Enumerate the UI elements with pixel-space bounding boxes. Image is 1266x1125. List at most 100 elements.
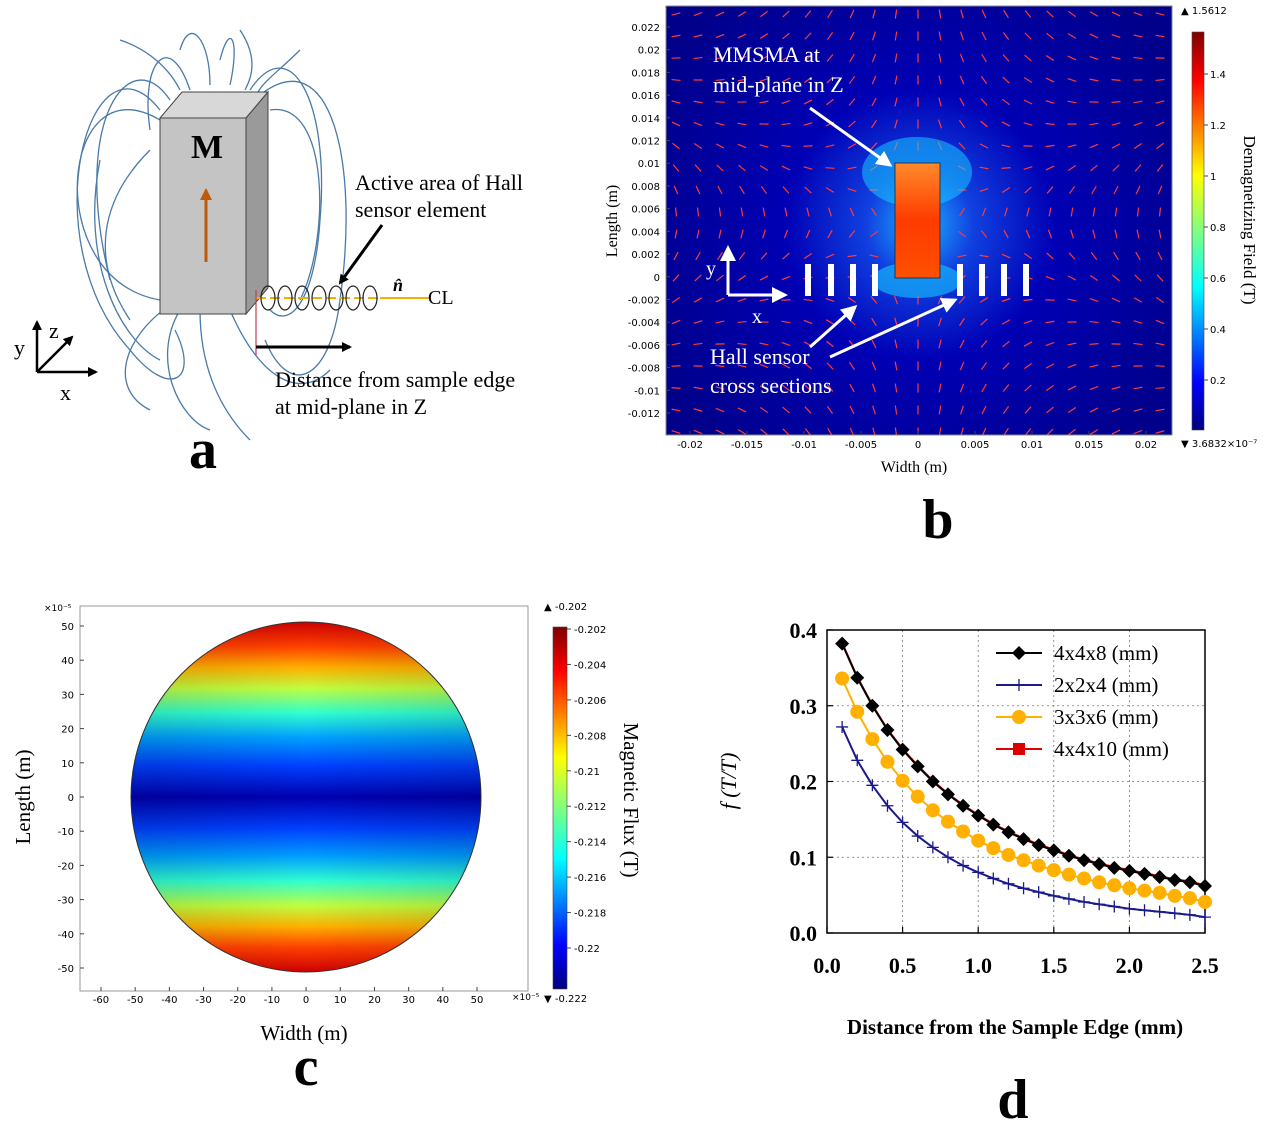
d-y-tick-label: 0.3: [790, 694, 818, 719]
field-arrow: [1089, 33, 1099, 39]
field-arrow: [737, 11, 747, 17]
field-arrow: [759, 275, 769, 281]
field-arrow: [849, 383, 855, 393]
field-arrow: [958, 230, 966, 238]
field-arrow: [871, 361, 877, 371]
field-arrow: [1155, 296, 1165, 304]
data-point: [971, 833, 986, 848]
field-arrow: [1023, 76, 1033, 84]
b-x-tick-label: 0.015: [1075, 440, 1104, 451]
field-arrow: [804, 32, 812, 40]
normal-vector-label: n̂: [393, 275, 403, 295]
field-arrow: [693, 11, 703, 17]
c-x-tick-label: 20: [368, 995, 381, 1006]
field-arrow: [1024, 406, 1032, 414]
field-arrow: [1155, 121, 1165, 127]
field-arrow: [760, 428, 768, 435]
field-arrow: [781, 100, 791, 104]
field-arrow: [715, 11, 725, 17]
field-arrow: [849, 53, 855, 63]
field-arrow: [1089, 407, 1099, 413]
field-arrow: [1111, 33, 1121, 39]
field-arrow: [762, 207, 766, 217]
field-arrow: [938, 361, 942, 371]
field-arrow: [1089, 122, 1099, 126]
field-arrow: [849, 361, 855, 371]
field-arrow: [1111, 143, 1121, 149]
field-arrow: [693, 297, 703, 303]
field-arrow: [1070, 207, 1074, 217]
field-arrow: [1067, 363, 1077, 369]
data-point: [1061, 867, 1076, 882]
field-arrow: [1089, 343, 1099, 345]
field-arrow: [1045, 384, 1055, 392]
data-point: [835, 636, 850, 651]
field-arrow: [781, 165, 791, 171]
mmsma-arrow: [809, 106, 893, 167]
panel-label-d: d: [997, 1069, 1028, 1125]
field-arrows: [671, 9, 1165, 435]
d-series: [835, 636, 1212, 924]
field-arrow: [693, 34, 703, 38]
c-y-tick-label: 40: [61, 656, 74, 667]
field-arrow: [1133, 429, 1143, 435]
field-arrow: [980, 318, 988, 326]
axis-z-label-a: z: [49, 318, 59, 343]
field-arrow: [783, 229, 789, 239]
field-arrow: [894, 75, 898, 85]
c-colorbar-tick-label: -0.202: [574, 625, 606, 636]
data-point: [880, 754, 895, 769]
field-arrow: [1045, 55, 1055, 61]
field-arrow: [696, 207, 700, 217]
data-point: [911, 830, 924, 843]
field-arrow: [1111, 320, 1121, 324]
field-arrow: [804, 428, 812, 435]
field-arrow: [872, 31, 876, 41]
field-arrow: [1111, 429, 1121, 435]
c-colorbar-label: Magnetic Flux (T): [619, 722, 643, 877]
field-arrow: [826, 362, 834, 370]
field-arrow: [1002, 384, 1010, 392]
field-arrow: [760, 185, 768, 195]
data-point: [1122, 863, 1137, 878]
d-x-tick-label: 0.0: [813, 953, 841, 978]
field-arrow: [938, 405, 942, 415]
field-arrow: [1023, 166, 1033, 170]
field-arrow: [715, 122, 725, 126]
field-arrow: [847, 188, 857, 192]
field-arrow: [693, 121, 703, 127]
field-arrow: [782, 252, 790, 260]
d-x-tick-label: 0.5: [889, 953, 917, 978]
b-colorbar-max: ▲ 1.5612: [1181, 6, 1227, 17]
series-2: [835, 671, 1212, 909]
c-x-tick-label: 30: [402, 995, 415, 1006]
field-arrow: [784, 207, 788, 217]
field-arrow: [696, 229, 700, 239]
field-arrow: [828, 207, 832, 217]
b-colorbar-tick-label: 0.2: [1210, 376, 1226, 387]
b-x-tick-label: 0.005: [961, 440, 990, 451]
field-arrow: [1067, 385, 1077, 391]
field-arrow: [1089, 364, 1099, 368]
hall-arrow-left: [809, 305, 858, 349]
field-arrow: [1045, 144, 1055, 148]
field-arrow: [781, 144, 791, 148]
field-arrow: [1024, 32, 1032, 40]
field-arrow: [737, 298, 747, 302]
data-point: [1032, 886, 1045, 899]
field-arrow: [1067, 342, 1077, 346]
field-arrow: [759, 342, 769, 346]
b-ylabel: Length (m): [604, 185, 621, 257]
field-arrow: [827, 9, 833, 19]
c-y-tick-label: -20: [58, 861, 74, 872]
field-arrow: [737, 143, 747, 149]
c-x-tick-label: -10: [264, 995, 280, 1006]
field-arrow: [1089, 320, 1099, 324]
field-arrow: [694, 164, 702, 172]
field-arrow: [1133, 121, 1143, 127]
legend-label: 2x2x4 (mm): [1054, 673, 1158, 697]
field-arrow: [1001, 298, 1011, 302]
field-arrow: [1023, 341, 1033, 347]
data-point: [1152, 885, 1167, 900]
field-arrow: [1045, 341, 1055, 347]
